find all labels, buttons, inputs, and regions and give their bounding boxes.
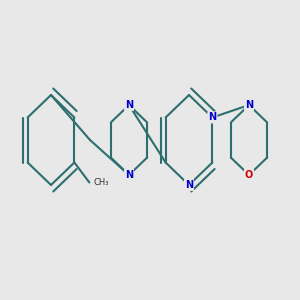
Text: N: N (125, 170, 133, 180)
Text: CH₃: CH₃ (94, 178, 110, 187)
Text: O: O (245, 170, 253, 180)
Text: N: N (208, 112, 216, 122)
Text: N: N (245, 100, 253, 110)
Text: N: N (185, 180, 193, 190)
Text: N: N (125, 100, 133, 110)
